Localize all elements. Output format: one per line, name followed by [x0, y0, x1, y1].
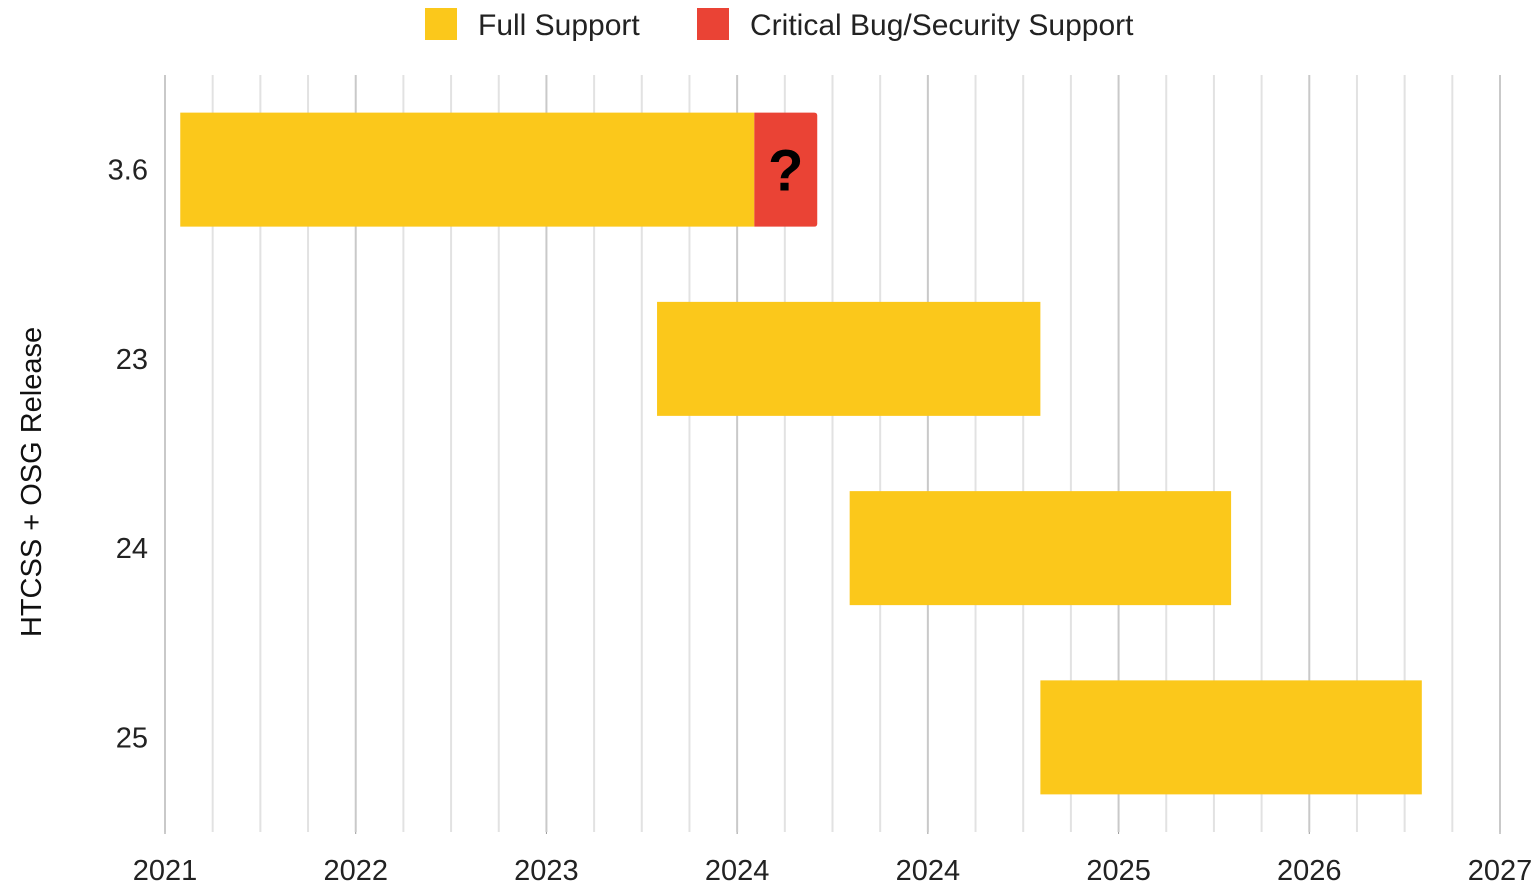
- x-tick-label: 2021: [133, 855, 198, 887]
- x-tick-label: 2026: [1277, 855, 1342, 887]
- x-tick-label: 2024: [896, 855, 961, 887]
- x-tick-label: 2027: [1468, 855, 1533, 887]
- bars: ?: [180, 112, 1422, 795]
- x-tick-label: 2023: [514, 855, 579, 887]
- bar-full-support: [1040, 680, 1422, 795]
- x-tick-label: 2022: [323, 855, 388, 887]
- legend-swatch-full-support: [425, 8, 457, 40]
- y-tick-label: 3.6: [108, 155, 148, 187]
- x-tick-label: 2025: [1086, 855, 1151, 887]
- x-axis-ticks: 2021 2022 2023 2024 2024 2025 2026 2027: [133, 832, 1533, 887]
- bar-full-support: [849, 491, 1232, 606]
- y-tick-label: 24: [116, 533, 148, 565]
- bar-label: ?: [768, 139, 803, 204]
- y-tick-label: 25: [116, 722, 148, 754]
- legend-label-full-support: Full Support: [478, 9, 640, 42]
- legend-label-critical-support: Critical Bug/Security Support: [750, 9, 1134, 42]
- legend-swatch-critical-support: [697, 8, 729, 40]
- y-tick-label: 23: [116, 344, 148, 376]
- x-tick-label: 2024: [705, 855, 770, 887]
- y-axis-ticks: 3.6 23 24 25: [108, 155, 148, 755]
- bar-full-support: [180, 112, 755, 227]
- bar-full-support: [657, 301, 1041, 416]
- legend: Full Support Critical Bug/Security Suppo…: [425, 8, 1134, 42]
- y-axis-label: HTCSS + OSG Release: [16, 327, 48, 637]
- bar-critical-support: [754, 112, 818, 227]
